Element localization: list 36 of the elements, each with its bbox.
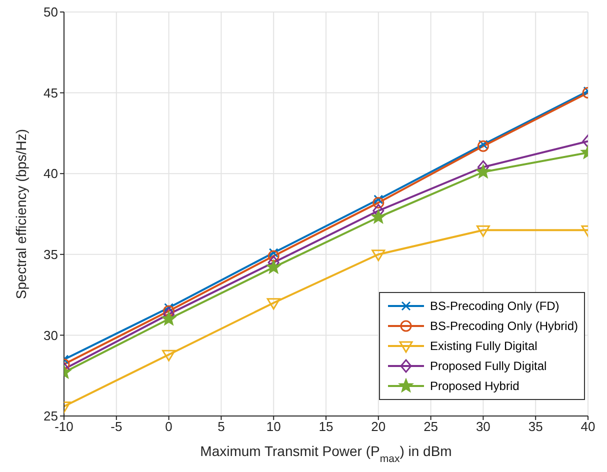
point — [268, 250, 280, 262]
point — [268, 248, 278, 258]
point — [162, 350, 176, 362]
legend-label: BS-Precoding Only (Hybrid) — [430, 319, 578, 333]
point — [476, 225, 490, 237]
point — [164, 302, 174, 312]
point — [371, 210, 386, 224]
x-tick-label: 10 — [266, 419, 281, 434]
point — [266, 260, 281, 274]
y-tick-label: 35 — [44, 247, 58, 262]
y-axis-title: Spectral efficiency (bps/Hz) — [13, 128, 29, 300]
x-tick-label: 15 — [318, 419, 334, 434]
x-tick-label: 25 — [424, 419, 438, 434]
y-tick-label: 30 — [44, 328, 58, 343]
x-tick-label: 0 — [165, 419, 172, 434]
x-tick-label: 35 — [528, 419, 543, 434]
x-tick-label: 20 — [371, 419, 386, 434]
y-tick-label: 40 — [44, 166, 58, 182]
y-tick-label: 50 — [44, 4, 58, 20]
point — [478, 140, 488, 150]
point — [163, 305, 175, 317]
point — [372, 250, 386, 262]
x-tick-label: 5 — [218, 419, 225, 434]
legend-label: Existing Fully Digital — [430, 339, 538, 353]
x-tick-label: 40 — [580, 419, 596, 434]
point — [372, 196, 384, 208]
x-tick-label: -5 — [110, 419, 122, 434]
legend-label: Proposed Fully Digital — [430, 359, 547, 373]
legend-label: BS-Precoding Only (FD) — [430, 299, 560, 313]
point — [266, 298, 280, 310]
point — [477, 140, 489, 152]
legend-label: Proposed Hybrid — [430, 379, 520, 393]
y-tick-label: 45 — [44, 85, 58, 100]
x-tick-label: 30 — [476, 419, 490, 434]
x-axis-title: Maximum Transmit Power (P$_{max}$) in dBm — [200, 443, 452, 465]
point — [374, 194, 384, 204]
